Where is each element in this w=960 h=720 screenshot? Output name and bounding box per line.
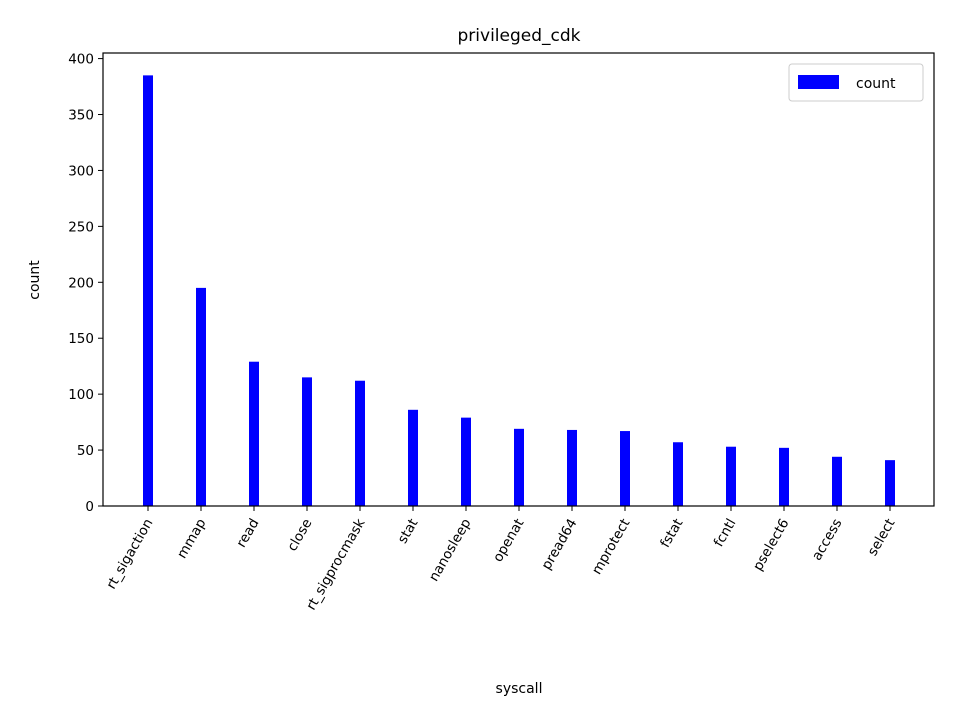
y-tick-label: 350 (68, 108, 94, 124)
legend-swatch (798, 75, 839, 89)
y-tick-label: 50 (77, 443, 94, 459)
bar-access (832, 456, 842, 506)
x-tick-label: fstat (657, 516, 686, 551)
bar-read (249, 361, 259, 506)
plot-frame (102, 52, 935, 507)
bar-openat (514, 428, 524, 506)
x-tick-label: mmap (174, 516, 209, 561)
y-axis-ticks: 0 50 100 150 200 250 300 350 400 (68, 52, 103, 515)
bar-rt_sigprocmask (355, 380, 365, 506)
x-tick-label: openat (490, 516, 527, 565)
x-tick-label: fcntl (711, 516, 740, 550)
bar-close (302, 377, 312, 506)
chart-title: privileged_cdk (458, 26, 581, 46)
x-tick-label: pread64 (539, 516, 581, 573)
legend-label: count (856, 76, 896, 92)
x-tick-label: read (233, 516, 262, 550)
y-tick-label: 300 (68, 163, 94, 179)
x-tick-label: close (284, 516, 315, 554)
bar-mmap (196, 287, 206, 506)
x-tick-label: nanosleep (426, 516, 475, 584)
y-axis-label: count (27, 260, 43, 300)
bar-pread64 (567, 429, 577, 506)
bar-stat (408, 409, 418, 506)
bar-mprotect (620, 431, 630, 506)
bar-pselect6 (779, 447, 789, 506)
y-tick-label: 200 (68, 275, 94, 291)
legend: count (788, 63, 924, 102)
bars-group (143, 75, 895, 507)
x-tick-label: rt_sigprocmask (303, 516, 368, 613)
bar-fcntl (726, 446, 736, 506)
y-tick-label: 250 (68, 219, 94, 235)
x-axis-label: syscall (496, 681, 543, 697)
bar-rt_sigaction (143, 75, 153, 507)
y-tick-label: 100 (68, 387, 94, 403)
x-tick-label: access (809, 516, 846, 563)
x-tick-label: mprotect (589, 516, 634, 577)
y-tick-label: 150 (68, 331, 94, 347)
y-tick-label: 0 (85, 499, 94, 515)
bar-nanosleep (461, 417, 471, 506)
bar-fstat (673, 442, 683, 506)
bar-select (885, 460, 895, 506)
y-tick-label: 400 (68, 52, 94, 68)
legend-box (788, 63, 924, 102)
x-tick-label: stat (395, 516, 422, 546)
x-tick-label: rt_sigaction (103, 516, 156, 592)
x-tick-label: pselect6 (750, 516, 792, 574)
x-tick-label: select (865, 516, 899, 559)
